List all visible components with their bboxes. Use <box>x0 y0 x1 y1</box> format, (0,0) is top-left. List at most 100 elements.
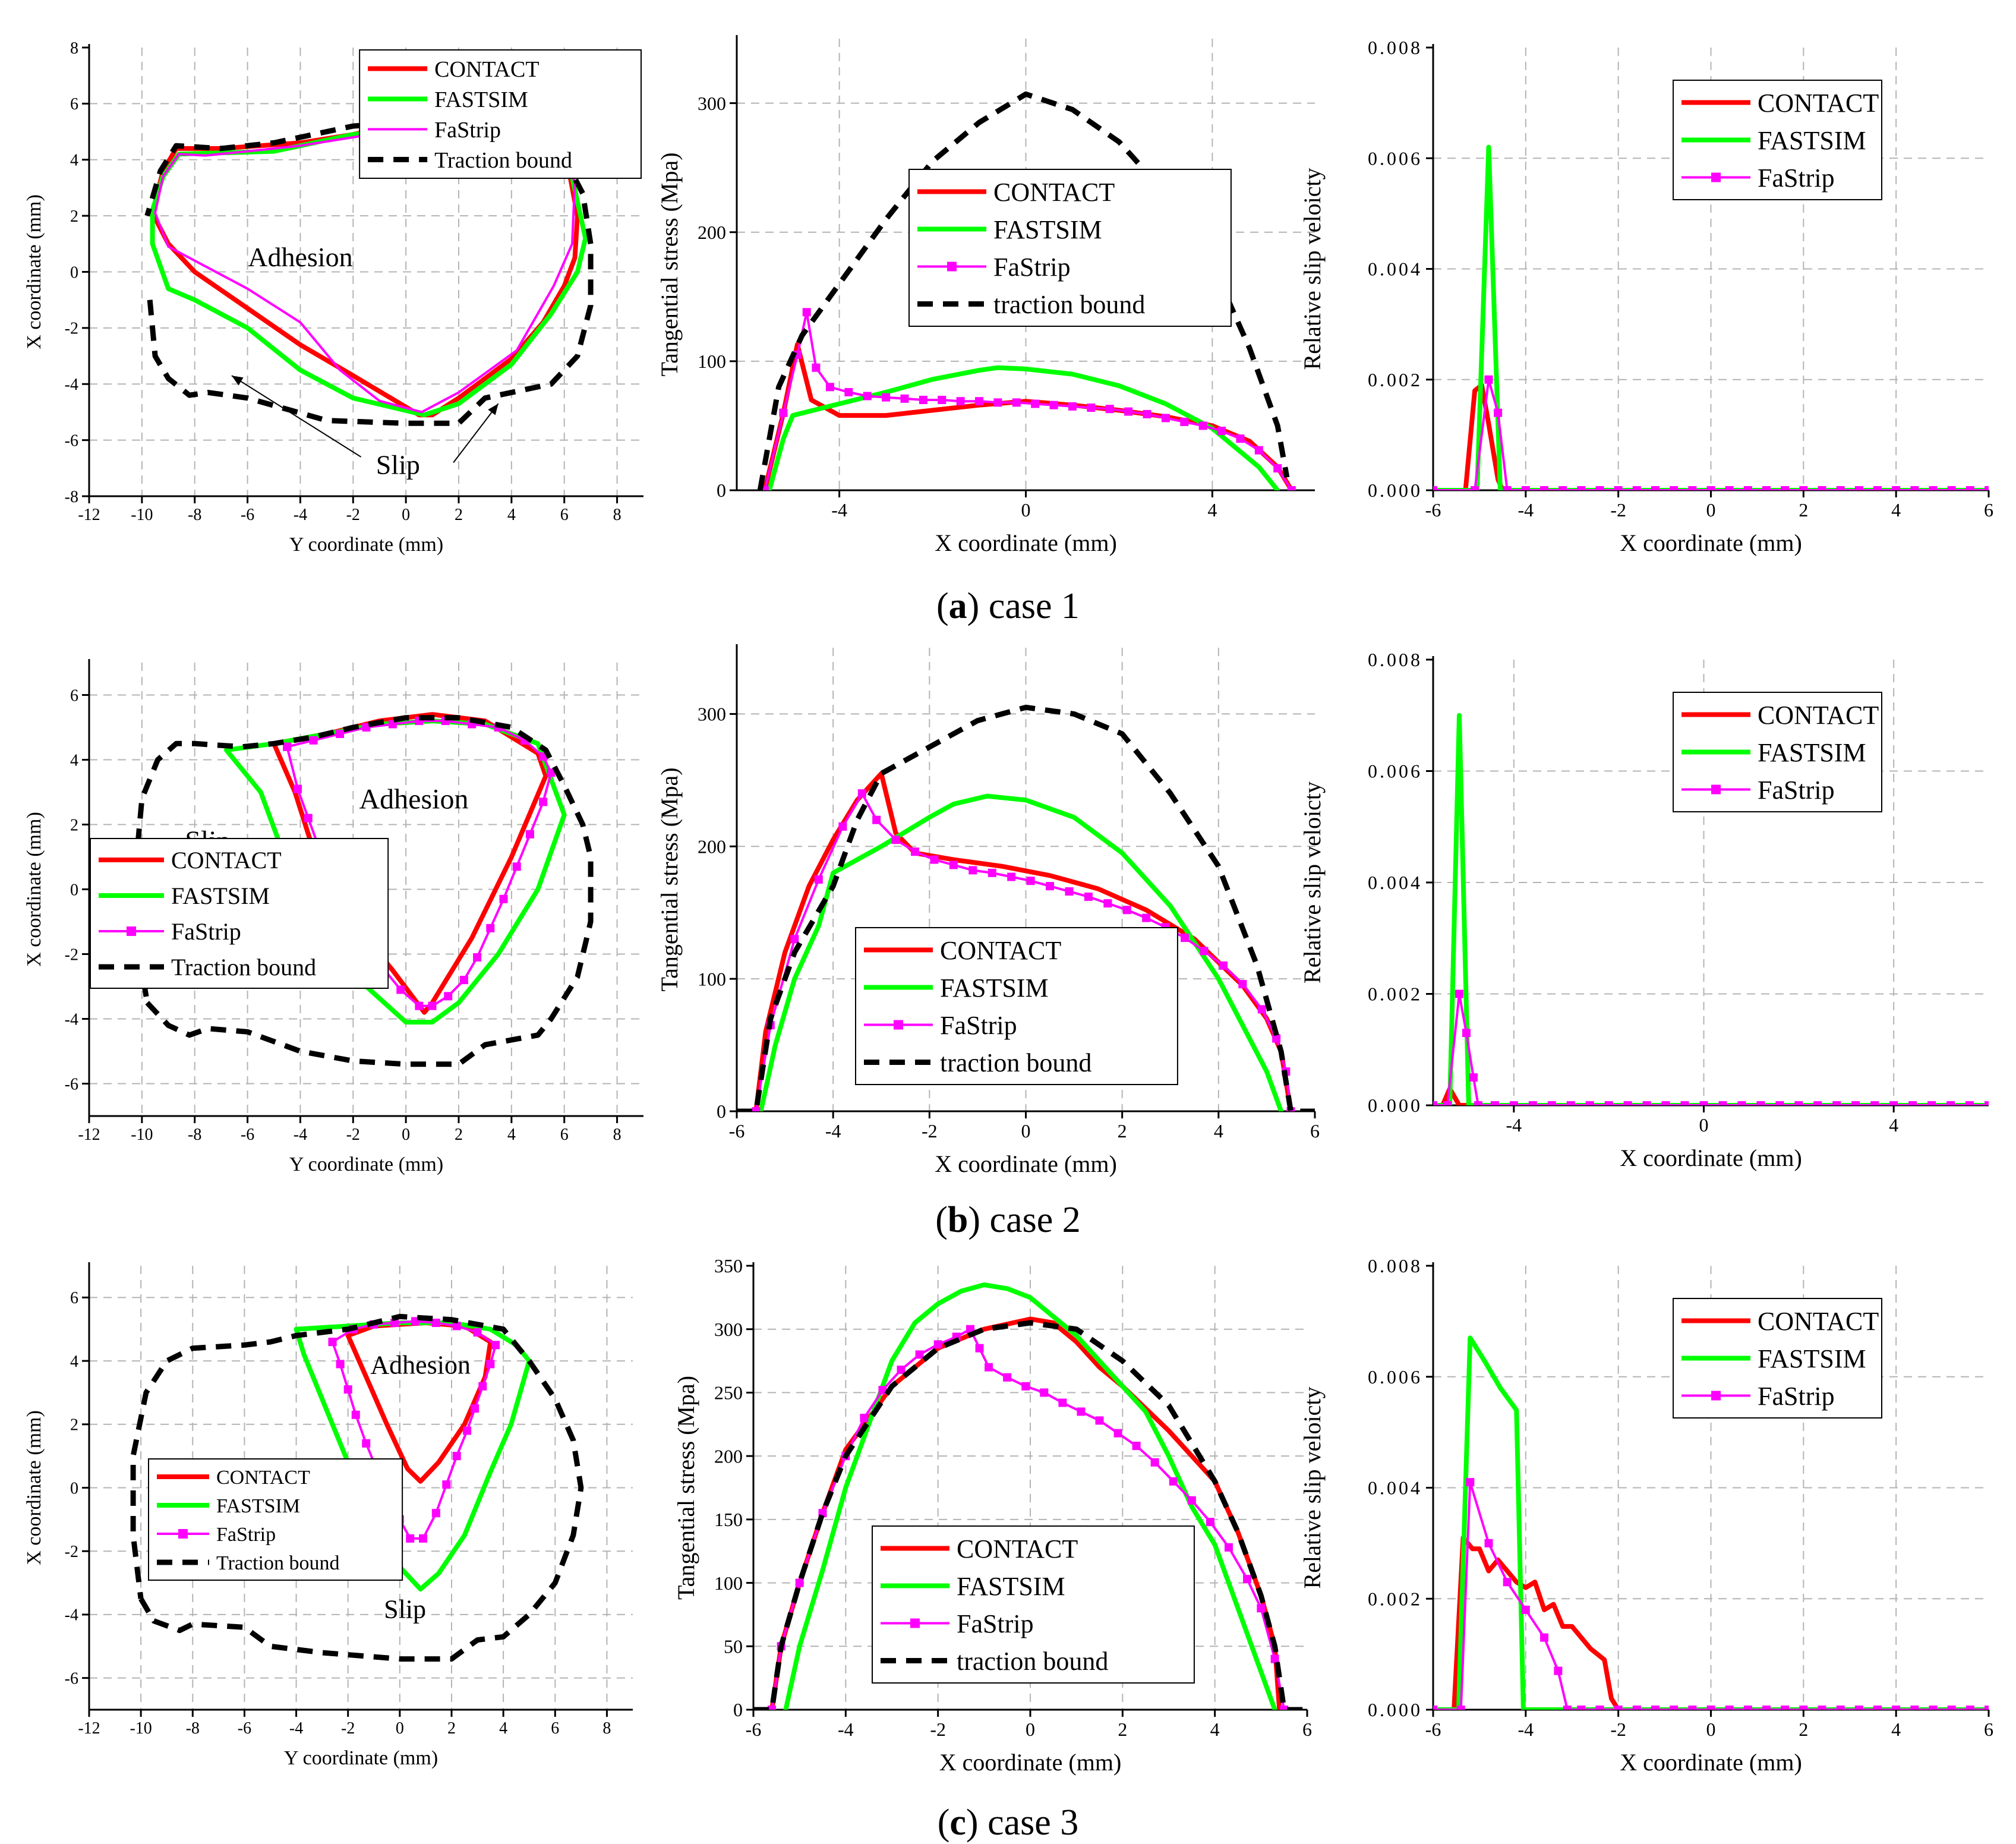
data-point-fastrip <box>452 1322 461 1331</box>
y-tick-label: 100 <box>698 351 726 372</box>
series-line-fastrip <box>154 123 576 414</box>
panel-a-slip-velocity-chart: -6 -4 -2 0 2 4 6 0.000 0.002 0.004 0.006 0.008 X coo… <box>1299 37 1993 556</box>
data-point-fastrip <box>1198 421 1207 430</box>
y-axis-title: Relative slip veloicty <box>1299 168 1326 370</box>
legend-label: FASTSIM <box>434 87 528 112</box>
data-point-fastrip <box>1947 1706 1956 1710</box>
legend-box <box>90 838 389 989</box>
data-point-fastrip <box>336 729 345 738</box>
y-tick-label: 0.006 <box>1368 147 1422 169</box>
data-point-fastrip <box>897 1366 906 1375</box>
series-line-bound <box>130 1313 584 1662</box>
x-tick-label: -4 <box>294 1126 307 1144</box>
y-tick-label: 0.002 <box>1368 1588 1422 1609</box>
panel-c-slip-velocity-chart: -6 -4 -2 0 2 4 6 0.000 0.002 0.004 0.006 0.008 X coo… <box>1299 1255 1993 1776</box>
x-tick-label: -6 <box>1425 499 1441 521</box>
y-tick-label: 0.004 <box>1368 259 1422 280</box>
x-tick-label: -8 <box>188 1126 201 1144</box>
legend-label: CONTACT <box>940 936 1061 965</box>
x-tick-label: 4 <box>499 1719 507 1738</box>
data-point-fastrip <box>988 868 996 877</box>
data-point-fastrip <box>1651 486 1660 490</box>
x-tick-label: 0 <box>402 506 410 524</box>
data-point-fastrip <box>1799 486 1808 490</box>
data-point-fastrip <box>1818 1706 1826 1710</box>
data-point-fastrip <box>1509 1101 1518 1105</box>
data-point-fastrip <box>1503 486 1512 490</box>
data-point-fastrip <box>1651 1706 1660 1710</box>
x-tick-label: 4 <box>1891 499 1901 521</box>
data-point-fastrip <box>1910 1706 1919 1710</box>
data-point-fastrip <box>985 1363 993 1372</box>
data-point-fastrip <box>1161 414 1170 423</box>
data-point-fastrip <box>1965 1706 1974 1710</box>
data-point-fastrip <box>882 393 891 402</box>
x-tick-label: 8 <box>602 1719 611 1738</box>
y-axis-title: X coordinate (mm) <box>23 1410 45 1565</box>
y-tick-label: 2 <box>70 1416 78 1435</box>
legend-marker-fastrip <box>127 926 136 936</box>
y-tick-label: 4 <box>70 152 78 170</box>
data-point-fastrip <box>419 1534 428 1543</box>
y-tick-label: -2 <box>65 945 78 964</box>
x-tick-label: -2 <box>346 506 360 524</box>
series-line-contact <box>345 1320 493 1484</box>
y-tick-label: 300 <box>714 1319 743 1340</box>
y-tick-label: 0.004 <box>1368 872 1422 893</box>
x-tick-label: 2 <box>1118 1120 1127 1142</box>
data-point-fastrip <box>547 768 556 777</box>
data-point-fastrip <box>1469 1073 1478 1082</box>
x-tick-label: 0 <box>1699 1114 1709 1136</box>
data-point-fastrip <box>1718 1101 1727 1105</box>
x-tick-label: -8 <box>188 506 201 524</box>
legend: CONTACT FASTSIM FaStrip <box>1673 692 1883 812</box>
data-point-fastrip <box>415 1001 424 1010</box>
legend: CONTACT FASTSIM FaStrip traction bound <box>872 1525 1195 1684</box>
data-point-fastrip <box>1908 1101 1917 1105</box>
legend: CONTACT FASTSIM FaStrip traction bound <box>908 169 1232 327</box>
data-point-fastrip <box>1003 1373 1012 1382</box>
data-point-fastrip <box>933 1340 942 1349</box>
y-tick-label: -6 <box>65 431 78 450</box>
data-point-fastrip <box>293 784 302 793</box>
x-tick-label: 4 <box>1210 1719 1220 1740</box>
data-point-fastrip <box>1540 486 1548 490</box>
legend: CONTACT FASTSIM FaStrip Traction bound <box>90 838 389 989</box>
data-point-fastrip <box>486 1360 495 1369</box>
data-point-fastrip <box>1794 1101 1803 1105</box>
legend-label: FaStrip <box>171 918 241 945</box>
data-point-fastrip <box>1257 1005 1266 1014</box>
data-point-fastrip <box>1892 1706 1901 1710</box>
data-point-fastrip <box>1873 486 1882 490</box>
series-line-fastsim <box>1433 713 1989 1105</box>
y-tick-label: 350 <box>714 1255 743 1276</box>
data-point-fastrip <box>1706 486 1715 490</box>
y-tick-label: 0.006 <box>1368 1366 1422 1388</box>
data-point-fastrip <box>1851 1101 1860 1105</box>
arrow-head <box>488 404 499 415</box>
series-line-contact <box>1433 1535 1989 1710</box>
panel-b-contact-patch-chart: -12 -10 -8 -6 -4 -2 0 2 4 6 8 -6 -4 -2 0 2 4 6 Y coordinat… <box>23 659 643 1175</box>
data-point-fastrip <box>1965 486 1974 490</box>
data-point-fastrip <box>1540 1633 1548 1642</box>
x-tick-label: -6 <box>746 1719 762 1740</box>
annotation-label: Slip <box>384 1594 426 1624</box>
x-tick-label: 2 <box>1799 499 1808 521</box>
data-point-fastrip <box>1554 1666 1563 1675</box>
data-point-fastrip <box>860 1414 869 1423</box>
data-point-fastrip <box>761 486 769 490</box>
plot-area <box>757 91 1296 490</box>
data-point-fastrip <box>872 815 881 824</box>
legend-label: traction bound <box>957 1647 1108 1676</box>
data-point-fastrip <box>795 1578 804 1587</box>
data-point-fastrip <box>1965 1101 1974 1105</box>
series-line-fastrip <box>1433 1481 1989 1710</box>
y-tick-label: 0.002 <box>1368 369 1422 390</box>
x-tick-label: -2 <box>1610 499 1626 521</box>
data-point-fastrip <box>1124 407 1133 416</box>
data-point-fastrip <box>1503 1578 1512 1587</box>
legend-marker-fastrip <box>1711 784 1721 795</box>
y-tick-label: -8 <box>65 488 78 506</box>
x-tick-label: -6 <box>238 1719 251 1738</box>
x-axis-title: X coordinate (mm) <box>935 1150 1117 1177</box>
